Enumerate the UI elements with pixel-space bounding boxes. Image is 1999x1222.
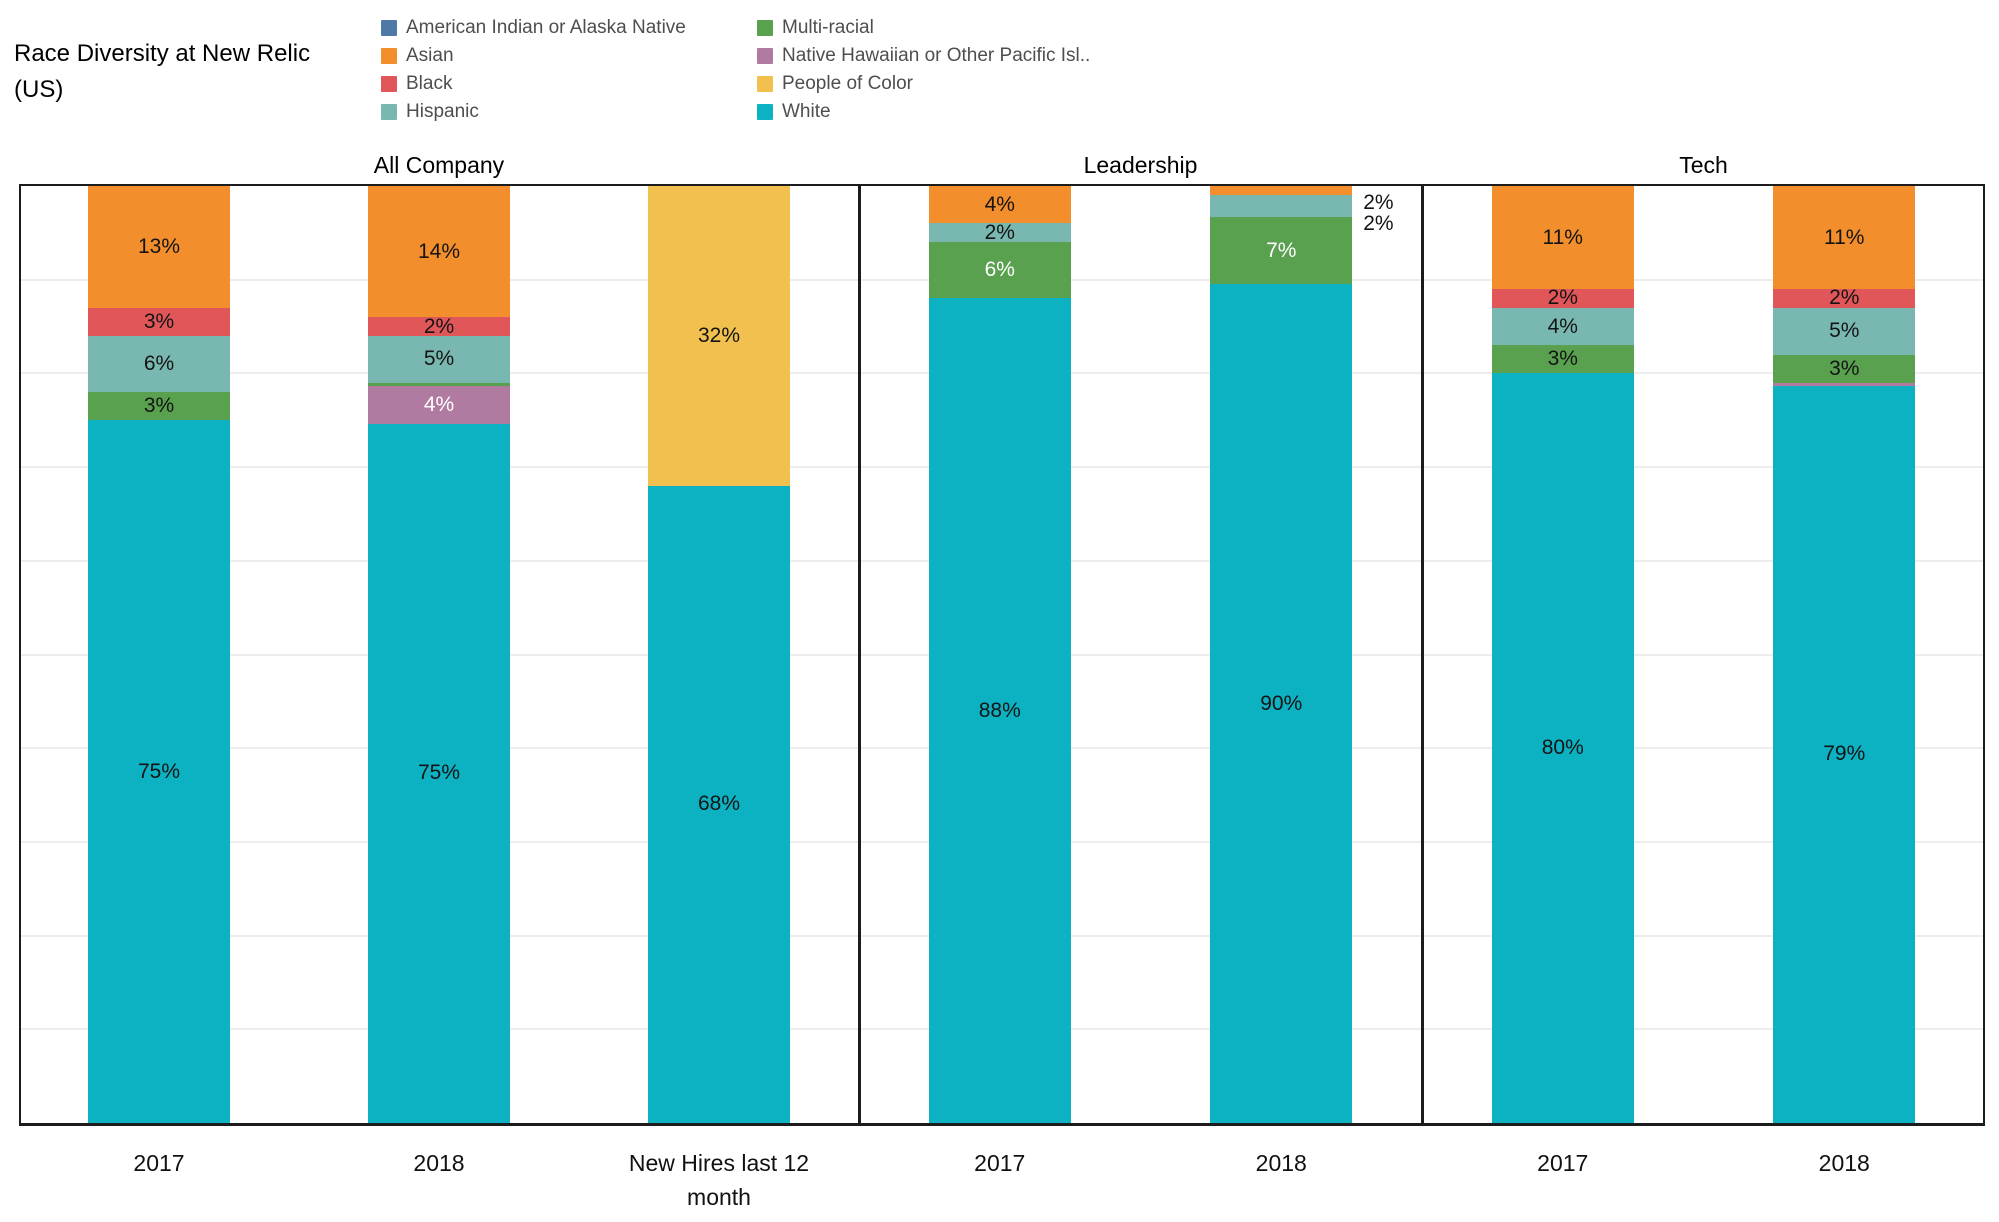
bar-segment-asian[interactable]: 14% [368,186,510,318]
legend-item-label: Black [406,73,453,94]
chart-title-line2: (US) [14,76,64,103]
panel-divider-2 [1420,186,1424,1123]
x-axis-label-2017: 2017 [850,1146,1150,1180]
legend-swatch-icon [381,20,397,36]
bar-segment-white[interactable]: 75% [88,420,230,1123]
bar-segment-white[interactable]: 90% [1210,284,1353,1123]
stacked-bar-all-company-2017: 13% 3% 6% 3% 75% [88,186,230,1123]
legend-item-multi_racial[interactable]: Multi-racial [757,14,1090,42]
legend-swatch-icon [757,76,773,92]
x-axis-label-line: 2017 [1537,1150,1589,1176]
legend-item-american_indian[interactable]: American Indian or Alaska Native [381,14,686,42]
x-axis-label-2018: 2018 [1694,1146,1994,1180]
legend-item-label: American Indian or Alaska Native [406,17,686,38]
outside-value-labels: 2% 2% [1363,192,1393,234]
chart-title-line1: Race Diversity at New Relic [14,40,311,67]
legend-swatch-icon [381,76,397,92]
legend-swatch-icon [757,104,773,120]
legend-column: Multi-racial Native Hawaiian or Other Pac… [757,14,1090,126]
segment-value-label: 2% [1363,212,1394,235]
stacked-bar-tech-2018: 11% 2% 5% 3% 79% [1773,186,1916,1123]
legend-item-label: Multi-racial [782,17,874,38]
x-axis-label-line: 2017 [133,1150,185,1176]
bar-segment-asian[interactable] [1210,186,1353,196]
chart-title: Race Diversity at New Relic (US) [14,36,374,108]
bar-segment-white[interactable]: 80% [1491,373,1634,1123]
x-axis-label-New-Hires-last-12-month: New Hires last 12 month [569,1146,869,1214]
bar-segment-multi_racial[interactable] [368,382,510,387]
x-axis-label-line: 2018 [413,1150,465,1176]
x-axis-label-2017: 2017 [9,1146,309,1180]
bar-segment-native_hawaiian[interactable]: 4% [368,386,510,424]
x-axis-label-2018: 2018 [1131,1146,1431,1180]
x-axis-label-line: 2017 [974,1150,1026,1176]
segment-value-label: 2% [1363,191,1394,214]
bar-segment-white[interactable]: 68% [648,485,790,1123]
legend-column: American Indian or Alaska Native Asian Bla… [381,14,686,126]
bar-segment-hispanic[interactable]: 4% [1491,307,1634,346]
x-axis-label-line: 2018 [1818,1150,1870,1176]
stacked-bar-tech-2017: 11% 2% 4% 3% 80% [1491,186,1634,1123]
legend-item-label: White [782,101,831,122]
legend-item-label: Asian [406,45,454,66]
panel-header-leadership: Leadership [1083,152,1198,178]
legend-item-hispanic[interactable]: Hispanic [381,98,686,126]
x-axis-label-line: New Hires last 12 [628,1150,810,1176]
x-axis-label-line: 2018 [1255,1150,1307,1176]
legend-item-native_hawaiian[interactable]: Native Hawaiian or Other Pacific Isl.. [757,42,1090,70]
legend-item-white[interactable]: White [757,98,1090,126]
panel-divider-1 [857,186,861,1123]
legend-item-label: People of Color [782,73,913,94]
stacked-bar-leadership-2018: 7% 90% [1210,186,1353,1123]
stacked-bar-all-company-2018: 14% 2% 5% 4% 75% [368,186,510,1123]
stacked-bar-all-company-New-Hires-last-12-month: 32% 68% [648,186,790,1123]
legend-swatch-icon [757,48,773,64]
x-axis-label-2017: 2017 [1413,1146,1713,1180]
bar-segment-white[interactable]: 79% [1773,385,1916,1123]
x-axis-label-line: month [687,1184,751,1210]
legend-item-asian[interactable]: Asian [381,42,686,70]
bar-segment-white[interactable]: 75% [368,423,510,1123]
x-axis-label-2018: 2018 [289,1146,589,1180]
bar-segment-native_hawaiian[interactable] [1773,382,1916,386]
legend-item-label: Hispanic [406,101,479,122]
legend-item-label: Native Hawaiian or Other Pacific Isl.. [782,45,1091,66]
legend-swatch-icon [381,48,397,64]
bar-segment-hispanic[interactable] [1210,195,1353,217]
panel-header-tech: Tech [1679,152,1728,178]
legend-swatch-icon [381,104,397,120]
legend-swatch-icon [757,20,773,36]
legend-item-black[interactable]: Black [381,70,686,98]
panel-header-all-company: All Company [373,152,505,178]
plot-border [19,184,1985,1126]
legend-item-people_of_color[interactable]: People of Color [757,70,1090,98]
